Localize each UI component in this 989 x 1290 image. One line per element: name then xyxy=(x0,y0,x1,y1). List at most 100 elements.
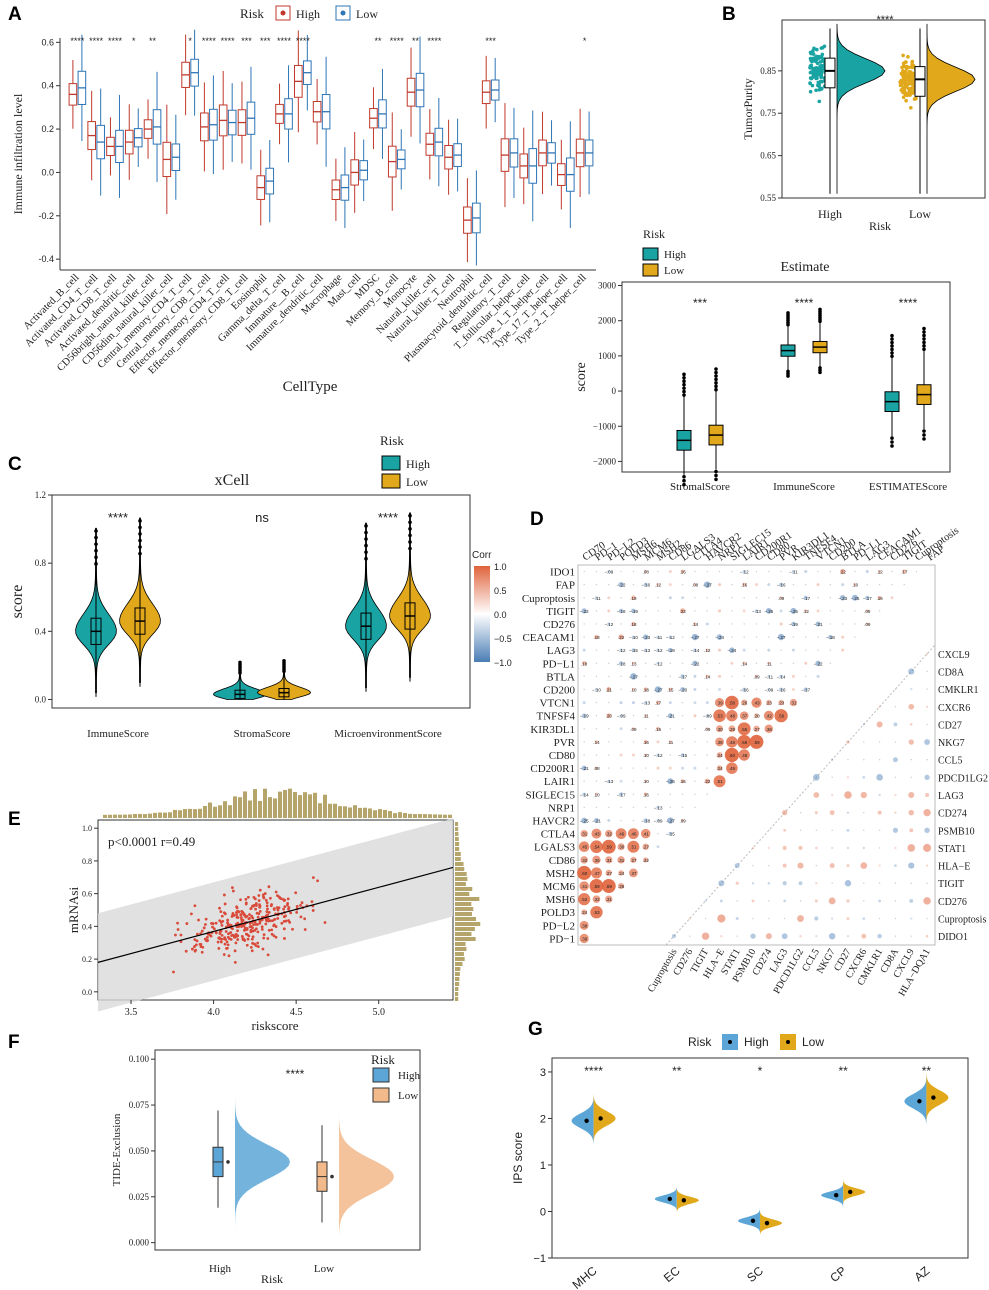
corr-cell xyxy=(618,634,624,640)
dot-blank xyxy=(583,806,585,809)
corr-cell xyxy=(774,709,788,723)
scatter-point xyxy=(220,933,224,937)
corr-cell xyxy=(925,864,929,867)
outlier-point xyxy=(714,469,718,474)
corr-cell xyxy=(799,934,802,938)
corr-cell xyxy=(910,687,913,691)
scatter-point xyxy=(260,925,264,929)
marginal-bar-x xyxy=(138,813,142,818)
corr-value: −.16 xyxy=(641,583,650,588)
row-label: VTCN1 xyxy=(540,698,575,710)
corr-cell xyxy=(865,609,869,613)
row-label: KIR3DL1 xyxy=(530,724,575,736)
marginal-bar-y xyxy=(455,882,466,886)
dot-blank xyxy=(669,728,672,730)
dot-blank xyxy=(878,741,881,743)
corr-cell xyxy=(754,713,759,719)
scatter-point xyxy=(311,909,315,912)
corr-cell xyxy=(705,622,709,626)
scatter-point xyxy=(219,940,223,944)
dot-blank xyxy=(863,811,865,814)
corr-cell xyxy=(668,831,673,836)
scatter-point xyxy=(191,947,194,951)
corr-cell xyxy=(830,758,834,761)
corr-cell xyxy=(804,609,808,613)
legend-key-low xyxy=(642,263,659,277)
y-tick-label: 1000 xyxy=(598,351,617,361)
corr-cell xyxy=(862,917,866,920)
y-tick-label: 0.050 xyxy=(129,1146,150,1156)
scatter-point xyxy=(179,933,183,937)
dot-blank xyxy=(768,900,770,902)
corr-cell xyxy=(607,609,611,613)
corr-value: .18 xyxy=(643,687,650,692)
dot-blank xyxy=(694,780,696,782)
corr-value: −.25 xyxy=(764,609,773,614)
corr-cell xyxy=(601,879,616,894)
corr-cell xyxy=(865,595,870,600)
corr-cell xyxy=(631,753,635,757)
y-axis-title: IPS score xyxy=(511,1132,525,1184)
legend-title: Risk xyxy=(688,1035,712,1049)
colorbar-tick: −1.0 xyxy=(494,658,512,668)
corr-cell xyxy=(617,843,625,851)
corr-cell xyxy=(643,634,649,640)
corr-cell xyxy=(877,933,882,939)
corr-cell xyxy=(643,582,648,587)
marginal-bar-x xyxy=(158,812,162,818)
corr-cell xyxy=(581,608,587,614)
marginal-bar-x xyxy=(118,814,122,818)
corr-cell xyxy=(718,583,722,587)
scatter-point xyxy=(248,913,251,916)
outlier-point xyxy=(922,433,926,437)
corr-value: .16 xyxy=(876,596,883,601)
dot-blank xyxy=(620,623,622,625)
jitter-point xyxy=(910,91,915,95)
dot-blank xyxy=(595,754,598,756)
scatter-point xyxy=(249,924,253,928)
mean-point xyxy=(667,1196,672,1202)
jitter-point xyxy=(904,60,908,64)
corr-cell xyxy=(791,621,796,627)
corr-cell xyxy=(656,740,660,744)
corr-value: .55 xyxy=(741,727,748,732)
corr-value: −.18 xyxy=(617,609,626,614)
colorbar-tick: 0.5 xyxy=(494,586,507,596)
scatter-point xyxy=(217,936,221,940)
jitter-point xyxy=(820,57,825,62)
outlier-point xyxy=(818,307,822,312)
outlier-point xyxy=(682,478,686,483)
legend-key-high xyxy=(381,455,401,471)
corr-cell xyxy=(705,701,709,705)
dot-blank xyxy=(595,570,598,573)
dot-blank xyxy=(657,832,659,835)
corr-cell xyxy=(656,635,660,639)
dot-blank xyxy=(704,917,707,920)
row-label-right: STAT1 xyxy=(938,844,966,855)
jitter-point xyxy=(809,76,814,81)
colorbar-tick: 1.0 xyxy=(494,562,507,572)
outlier-point xyxy=(922,344,926,348)
dot-blank xyxy=(894,706,897,708)
dot-blank xyxy=(854,623,856,625)
x-tick-label-CP: CP xyxy=(827,1264,849,1285)
dot-blank xyxy=(595,610,598,612)
dot-blank xyxy=(894,935,897,937)
significance-mark: **** xyxy=(70,36,85,46)
corr-cell xyxy=(606,713,612,719)
scatter-point xyxy=(194,943,198,947)
corr-cell xyxy=(581,909,587,916)
corr-cell xyxy=(815,846,818,850)
marginal-bar-y xyxy=(455,947,467,951)
corr-value: .31 xyxy=(606,897,613,902)
corr-value: .11 xyxy=(667,740,673,745)
outlier-point xyxy=(922,347,926,352)
corr-cell xyxy=(909,723,913,726)
scatter-point xyxy=(240,925,243,928)
corr-cell xyxy=(846,899,850,903)
scatter-point xyxy=(203,937,207,941)
dot-blank xyxy=(694,793,696,796)
outlier-point xyxy=(408,533,412,538)
scatter-point xyxy=(262,895,265,899)
dot-blank xyxy=(805,623,807,625)
